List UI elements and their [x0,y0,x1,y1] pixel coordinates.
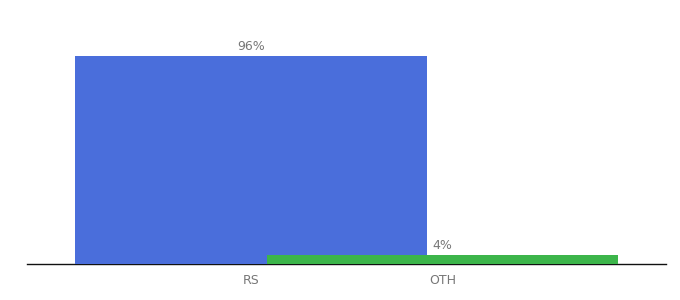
Text: 4%: 4% [432,239,453,252]
Bar [75,56,427,264]
Text: 96%: 96% [237,40,265,53]
Bar [267,255,619,264]
